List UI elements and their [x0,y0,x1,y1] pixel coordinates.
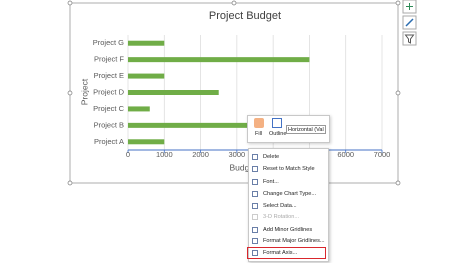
y-tick-label: Project F [94,55,124,64]
x-axis-title: Budget [230,162,258,172]
bar [128,90,219,95]
x-tick-label: 0 [126,150,130,159]
x-tick-label: 1000 [156,150,173,159]
menu-icon [252,227,258,233]
outline-button[interactable]: Outline [269,131,287,137]
outline-icon[interactable] [272,118,282,128]
element-dropdown[interactable]: Horizontal (Val [286,125,326,134]
context-menu: Delete Reset to Match Style Font... Change … [247,148,329,262]
y-tick-label: Project D [93,87,124,96]
menu-icon [252,179,258,185]
bar [128,139,165,145]
menu-icon [252,166,258,172]
y-tick-label: Project E [94,71,124,80]
menu-item[interactable]: Font... [263,179,279,185]
menu-item[interactable]: Change Chart Type... [263,191,317,197]
menu-icon [252,214,258,220]
y-tick-label: Project C [93,104,124,113]
y-tick-label: Project A [94,137,124,146]
menu-item[interactable]: Reset to Match Style [263,166,315,172]
y-tick-label: Project B [94,120,124,129]
menu-icon [252,250,258,256]
x-tick-label: 3000 [229,150,246,159]
menu-item[interactable]: Select Data... [263,203,297,209]
menu-item[interactable]: 3-D Rotation... [263,214,300,220]
bar [128,57,310,63]
menu-item[interactable]: Format Major Gridlines... [263,238,325,244]
menu-item[interactable]: Add Minor Gridlines [263,227,313,233]
handles [67,0,401,186]
menu-icon [252,191,258,197]
fill-icon[interactable] [254,118,264,128]
y-axis-title: Project [79,78,89,105]
fill-button[interactable]: Fill [255,131,263,137]
x-tick-label: 7000 [374,150,391,159]
menu-item[interactable]: Format Axis... [263,250,298,256]
menu-icon [252,238,258,244]
chart-title: Project Budget [209,10,281,22]
x-tick-label: 2000 [192,150,209,159]
menu-item[interactable]: Delete [263,154,280,160]
x-tick-label: 6000 [337,150,354,159]
chart-area[interactable] [69,2,399,184]
y-tick-label: Project G [93,38,124,47]
bar [128,73,165,79]
menu-icon [252,154,258,160]
menu-icon [252,203,258,209]
bar [128,122,255,128]
mini-icons [402,0,417,46]
bar [128,40,165,46]
highlight-box [247,247,326,259]
bar [128,106,150,112]
mini-toolbar: Fill Outline Horizontal (Val [247,115,330,143]
